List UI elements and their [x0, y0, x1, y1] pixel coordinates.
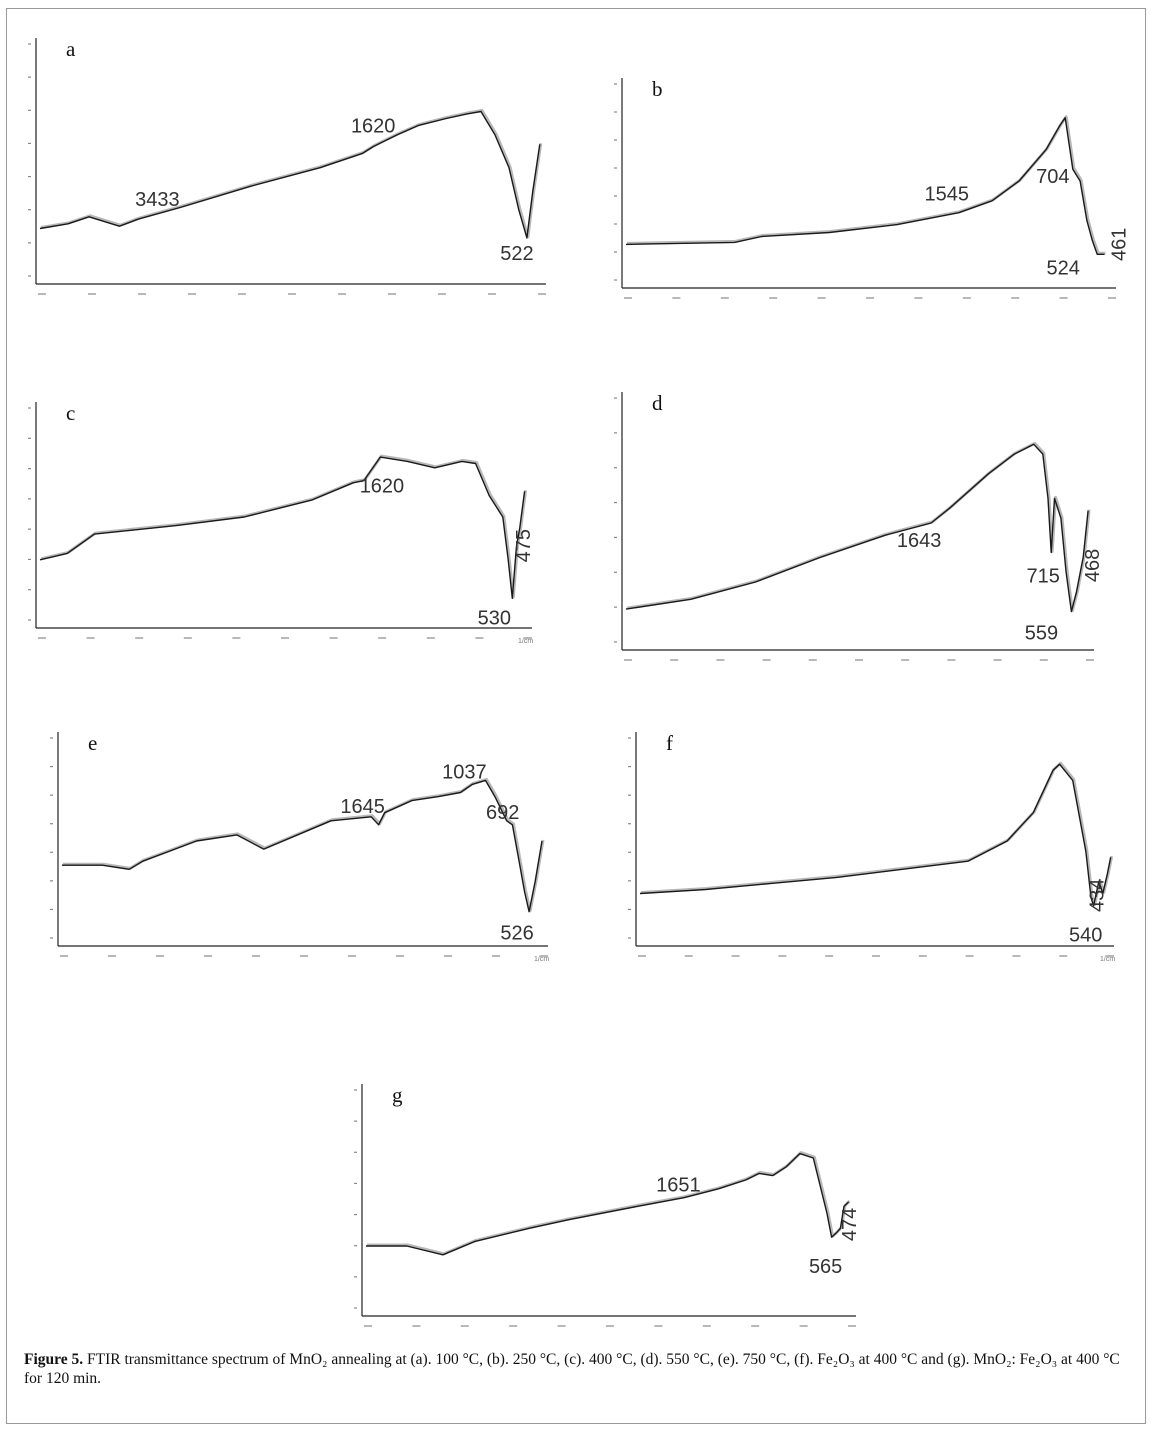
- panel-c: 1/cm c 1620 530 475: [28, 401, 535, 645]
- peak-label-559: 559: [1025, 623, 1058, 645]
- peak-label-692: 692: [486, 802, 519, 824]
- peak-label-468: 468: [1082, 549, 1104, 582]
- panel-d: d 1643 715 559 468: [614, 391, 1104, 661]
- panel-letter: d: [652, 391, 663, 415]
- x-unit-label: 1/cm: [518, 638, 533, 645]
- panel-f: 1/cm f 540 434: [628, 731, 1115, 963]
- panel-letter: f: [666, 731, 673, 755]
- peak-label-475: 475: [513, 529, 535, 562]
- panel-letter: c: [66, 401, 75, 425]
- peak-label-565: 565: [809, 1256, 842, 1278]
- peak-label-3433: 3433: [135, 189, 180, 211]
- spectrum-shadow: [626, 115, 1106, 255]
- spectrum-line-a: [39, 110, 541, 239]
- peak-label-474: 474: [839, 1208, 861, 1241]
- peak-label-1643: 1643: [897, 530, 942, 552]
- panel-letter: g: [392, 1083, 403, 1107]
- spectrum-shadow: [40, 109, 543, 239]
- panel-letter: e: [88, 731, 97, 755]
- spectrum-line-e: [62, 779, 543, 913]
- spectrum-line-f: [639, 763, 1112, 907]
- spectrum-line-b: [625, 116, 1105, 256]
- spectrum-shadow: [640, 761, 1114, 907]
- peak-label-526: 526: [500, 923, 533, 945]
- spectrum-shadow: [626, 441, 1091, 613]
- caption-text: FTIR transmittance spectrum of MnO₂ anne…: [24, 1351, 1120, 1387]
- peak-label-715: 715: [1027, 566, 1060, 588]
- figure-caption: Figure 5. FTIR transmittance spectrum of…: [24, 1350, 1134, 1388]
- panel-letter: b: [652, 77, 663, 101]
- peak-label-522: 522: [500, 243, 533, 265]
- figure-number: Figure 5.: [24, 1351, 84, 1368]
- peak-label-1545: 1545: [925, 184, 970, 206]
- peak-label-1645: 1645: [340, 796, 385, 818]
- peak-label-1620: 1620: [351, 116, 396, 138]
- peak-label-540: 540: [1069, 925, 1102, 947]
- spectrum-shadow: [63, 777, 545, 913]
- peak-label-434: 434: [1087, 879, 1109, 912]
- panel-g: g 1651 565 474: [354, 1083, 861, 1327]
- panel-e: 1/cm e 1645 1037 692 526: [50, 731, 549, 963]
- figure-frame: [6, 8, 1146, 1424]
- x-unit-label: 1/cm: [534, 956, 549, 963]
- peak-label-1651: 1651: [656, 1175, 701, 1197]
- peak-label-1037: 1037: [442, 762, 487, 784]
- spectrum-line-g: [366, 1152, 850, 1256]
- peak-label-530: 530: [478, 607, 511, 629]
- panel-letter: a: [66, 37, 76, 61]
- peak-label-524: 524: [1047, 257, 1080, 279]
- spectrum-shadow: [40, 454, 528, 599]
- panel-a: a 3433 1620 522: [28, 37, 546, 295]
- spectrum-line-c: [39, 456, 526, 599]
- peak-label-704: 704: [1036, 166, 1069, 188]
- peak-label-1620: 1620: [360, 476, 405, 498]
- spectrum-shadow: [367, 1151, 851, 1256]
- peak-label-461: 461: [1109, 228, 1131, 261]
- panel-b: b 1545 704 524 461: [614, 77, 1131, 299]
- spectrum-line-d: [625, 443, 1089, 613]
- x-unit-label: 1/cm: [1100, 956, 1115, 963]
